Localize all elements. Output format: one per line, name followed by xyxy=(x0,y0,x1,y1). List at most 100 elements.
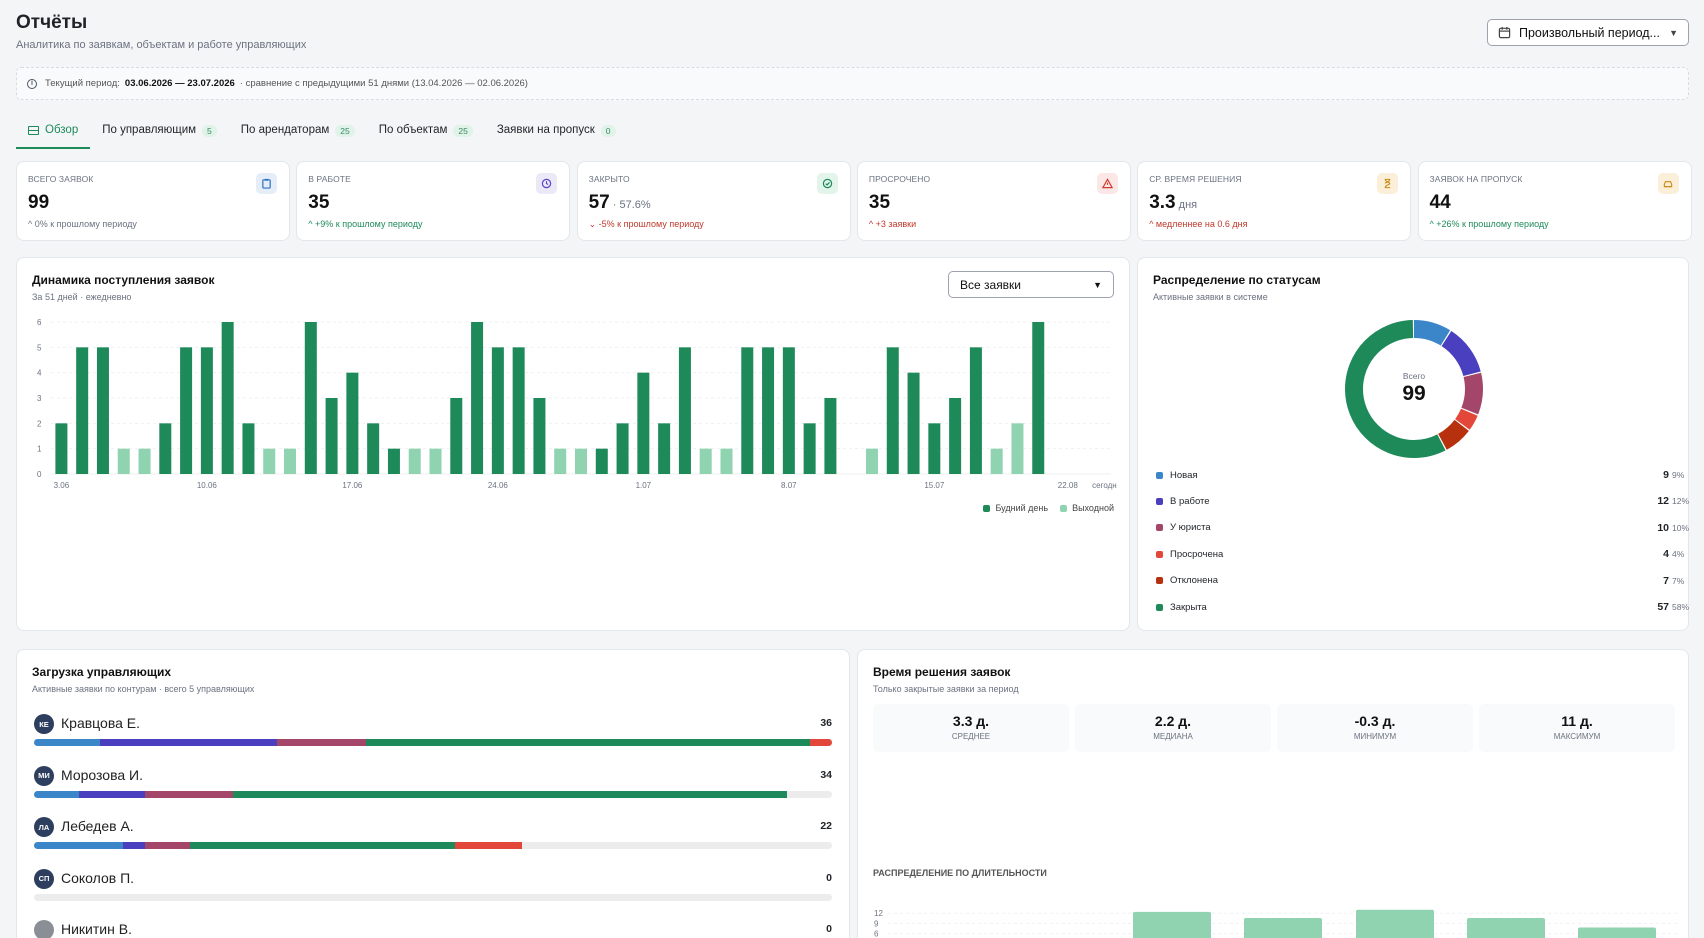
status-value: 10 xyxy=(1657,521,1669,534)
tab-tenants[interactable]: По арендаторам 25 xyxy=(229,118,367,149)
status-label: Новая xyxy=(1170,469,1198,481)
chart-bar xyxy=(865,448,878,474)
tab-label: По объектам xyxy=(378,124,448,136)
info-icon: i xyxy=(27,78,37,89)
managers-title: Загрузка управляющих xyxy=(32,665,172,679)
chart-bar xyxy=(949,398,962,474)
kpi-card: Всего заявок 99 ^ 0% к прошлому периоду xyxy=(16,161,290,241)
y-tick-label: 4 xyxy=(37,369,42,378)
y-tick-label: 12 xyxy=(874,909,883,918)
chart-bar xyxy=(284,448,297,474)
status-color-dot xyxy=(1156,471,1163,479)
status-color-dot xyxy=(1156,524,1163,532)
status-value: 4 xyxy=(1663,548,1669,561)
resolution-stat: 2.2 д. Медиана xyxy=(1075,704,1271,752)
chart-bar xyxy=(180,347,193,474)
dynamics-panel: Динамика поступления заявок За 51 дней ·… xyxy=(16,257,1130,631)
chart-bar xyxy=(200,347,213,474)
kpi-value: 35 xyxy=(308,192,330,213)
tab-label: Обзор xyxy=(45,124,79,136)
kpi-card: Ср. время решения 3.3 дня ^ медленнее на 0… xyxy=(1137,161,1412,241)
distribution-title: Распределение по длительности xyxy=(873,868,1047,878)
chart-bar xyxy=(1032,322,1045,474)
chart-bar xyxy=(450,398,463,474)
resolution-subtitle: Только закрытые заявки за период xyxy=(873,684,1019,694)
chart-bar xyxy=(533,398,546,474)
dynamics-legend: Будний день Выходной xyxy=(983,503,1114,513)
request-type-select[interactable]: Все заявки ▼ xyxy=(948,271,1114,298)
y-tick-label: 1 xyxy=(37,445,42,454)
tab-objects[interactable]: По объектам 25 xyxy=(367,118,485,149)
chart-bar xyxy=(263,448,276,474)
resolution-title: Время решения заявок xyxy=(873,665,1011,679)
donut-slice xyxy=(1345,320,1483,458)
y-tick-label: 5 xyxy=(37,343,42,352)
chart-bar xyxy=(720,448,733,474)
tab-managers[interactable]: По управляющим 5 xyxy=(90,118,229,149)
chart-bar xyxy=(138,448,151,474)
chart-bar xyxy=(969,347,982,474)
x-tick-label: 22.08 xyxy=(1058,481,1079,490)
x-tick-label: 3.06 xyxy=(54,481,70,490)
chart-bar xyxy=(387,448,400,474)
kpi-label: Заявок на пропуск xyxy=(1429,174,1523,184)
status-percent: 10% xyxy=(1672,522,1690,533)
status-value: 9 xyxy=(1663,469,1669,481)
kpi-card: Просрочено 35 ^ +3 заявки xyxy=(856,161,1131,241)
hourglass-icon xyxy=(1377,173,1399,194)
stat-value: 2.2 д. xyxy=(1154,713,1192,729)
tab-label: Заявки на пропуск xyxy=(496,124,595,136)
calendar-icon xyxy=(1498,26,1511,39)
status-color-dot xyxy=(1156,603,1163,611)
tab-pass-requests[interactable]: Заявки на пропуск 0 xyxy=(485,118,628,149)
stat-value: 3.3 д. xyxy=(952,713,990,729)
manager-name: Кравцова Е. xyxy=(61,715,140,731)
kpi-extra: · 57.6% xyxy=(609,199,651,211)
workload-segment xyxy=(277,739,366,746)
chart-bar xyxy=(159,423,172,474)
chart-bar xyxy=(886,347,899,474)
chart-bar xyxy=(637,372,650,474)
distribution-bar xyxy=(1356,909,1434,938)
chart-bar xyxy=(491,347,504,474)
current-period: 03.06.2026 — 23.07.2026 xyxy=(124,78,235,89)
kpi-card: В работе 35 ^ +9% к прошлому периоду xyxy=(296,161,571,241)
kpi-label: Всего заявок xyxy=(28,174,94,184)
kpi-trend: ^ медленнее на 0.6 дня xyxy=(1149,219,1248,229)
status-color-dot xyxy=(1156,577,1163,585)
distribution-bar xyxy=(1467,917,1545,938)
kpi-trend: ⌄ -5% к прошлому периоду xyxy=(588,219,704,229)
avatar: МИ xyxy=(34,765,54,786)
kpi-trend: ^ 0% к прошлому периоду xyxy=(28,219,137,229)
workload-segment xyxy=(34,842,123,849)
period-select-button[interactable]: Произвольный период... ▼ xyxy=(1487,19,1689,46)
status-color-dot xyxy=(1156,550,1163,558)
status-panel: Распределение по статусам Активные заявк… xyxy=(1137,257,1689,631)
chart-bar xyxy=(762,347,775,474)
chart-bar xyxy=(242,423,255,474)
kpi-value: 99 xyxy=(28,192,50,213)
car-icon xyxy=(1657,173,1679,194)
y-tick-label: 3 xyxy=(37,394,42,403)
tab-count-badge: 25 xyxy=(453,125,473,137)
manager-name: Морозова И. xyxy=(61,766,143,783)
page-title: Отчёты xyxy=(16,12,88,33)
distribution-bar xyxy=(1244,917,1322,938)
dynamics-title: Динамика поступления заявок xyxy=(32,273,215,287)
workload-segment xyxy=(809,739,832,746)
tab-overview[interactable]: Обзор xyxy=(16,118,91,149)
distribution-bar xyxy=(1133,911,1211,938)
kpi-extra: дня xyxy=(1175,199,1198,211)
kpi-trend: ^ +9% к прошлому периоду xyxy=(308,219,423,229)
period-info-bar: i Текущий период: 03.06.2026 — 23.07.202… xyxy=(16,67,1689,100)
status-label: В работе xyxy=(1170,495,1210,507)
chart-bar xyxy=(990,448,1003,474)
resolution-panel: Время решения заявок Только закрытые зая… xyxy=(857,649,1689,938)
manager-name: Лебедев А. xyxy=(61,818,134,834)
period-prefix: Текущий период: xyxy=(45,78,120,89)
tab-count-badge: 5 xyxy=(202,125,217,137)
stat-label: Максимум xyxy=(1553,732,1601,741)
chevron-down-icon: ▼ xyxy=(1093,279,1102,290)
status-label: Отклонена xyxy=(1170,575,1218,587)
kpi-label: Просрочено xyxy=(868,174,931,184)
